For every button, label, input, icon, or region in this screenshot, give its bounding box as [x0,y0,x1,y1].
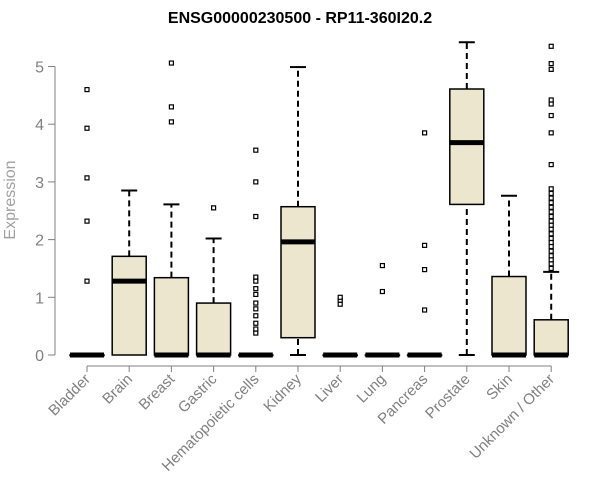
outlier-point [253,286,259,292]
outlier-point [253,326,259,332]
box-kidney [280,66,316,356]
outlier-point [84,125,90,131]
outlier-point [548,253,554,259]
outlier-point [548,186,554,192]
y-tick-label: 2 [35,233,44,250]
outlier-point [337,301,343,307]
outlier-point [253,179,259,185]
box-skin [491,194,527,358]
outlier-point [548,226,554,232]
outlier-point [548,213,554,220]
outlier-point [253,313,259,319]
x-tick-label: Breast [136,370,179,413]
box-prostate [449,41,485,356]
boxes [69,41,569,358]
x-tick-label: Lung [354,371,390,407]
outlier-point [548,209,554,215]
outlier-point [84,218,90,224]
outlier-point [168,119,174,125]
outlier-point [548,218,554,224]
outlier-point [253,306,259,312]
outlier-point [253,300,259,306]
outlier-point [253,147,259,153]
outlier-point [253,278,259,284]
box-brain [111,189,147,356]
box-body [533,319,569,356]
outlier-point [422,307,428,313]
outlier-point [548,195,554,201]
box-pancreas [406,130,443,358]
outlier-point [253,291,259,298]
outlier-point [548,235,554,242]
outlier-point [168,104,174,110]
x-tick-label: Brain [99,371,136,408]
outlier-point [548,130,554,136]
box-body [195,302,232,356]
outlier-point [548,112,554,119]
x-tick-label: Prostate [422,371,474,423]
outlier-point [548,261,554,267]
y-tick-label: 1 [35,290,44,307]
outlier-point [548,257,554,263]
y-axis-label: Expression [2,160,19,239]
box-body [280,205,316,339]
y-tick-label: 5 [35,60,44,77]
y-tick-label: 0 [35,348,44,365]
outlier-point [548,239,554,246]
box-body [449,88,485,206]
outlier-point [548,43,554,49]
outlier-point [548,101,554,107]
outlier-point [548,190,554,197]
box-breast [153,60,190,358]
y-tick-label: 4 [35,117,44,134]
outlier-point [211,205,217,211]
outlier-point [84,175,90,181]
x-tick-label: Liver [312,371,347,406]
box-bladder [69,86,105,358]
y-axis: 0 1 2 3 4 5 [35,60,56,365]
outlier-point [84,86,90,93]
outlier-point [253,213,259,220]
outlier-point [548,97,554,103]
outlier-point [548,231,554,237]
outlier-point [548,222,554,228]
outlier-point [84,278,90,284]
x-tick-label: Bladder [45,371,94,420]
box-body [153,276,190,356]
outlier-point [379,288,385,295]
outlier-point [548,265,554,272]
outlier-point [379,262,385,269]
outlier-point [548,61,554,67]
outlier-point [253,274,259,280]
outlier-point [168,60,174,66]
x-tick-label: Kidney [260,370,305,415]
box-hematopoietic-cells [238,147,274,358]
box-body [111,255,147,356]
outlier-point [253,330,259,336]
outlier-point [422,267,428,273]
chart-title: ENSG00000230500 - RP11-360I20.2 [168,10,432,27]
box-liver [322,294,358,358]
y-tick-label: 3 [35,175,44,192]
outlier-point [548,248,554,254]
outlier-point [548,204,554,210]
x-tick-label: Skin [483,371,516,404]
outlier-point [548,66,554,72]
box-gastric [195,205,232,358]
outlier-point [548,200,554,206]
outlier-point [337,294,343,300]
outlier-point [548,243,554,250]
box-lung [364,262,401,358]
outlier-point [548,161,554,168]
box-body [491,275,527,356]
outlier-point [422,130,428,136]
outlier-point [422,242,428,248]
box-unknown-other [533,43,569,358]
outlier-point [253,320,259,326]
